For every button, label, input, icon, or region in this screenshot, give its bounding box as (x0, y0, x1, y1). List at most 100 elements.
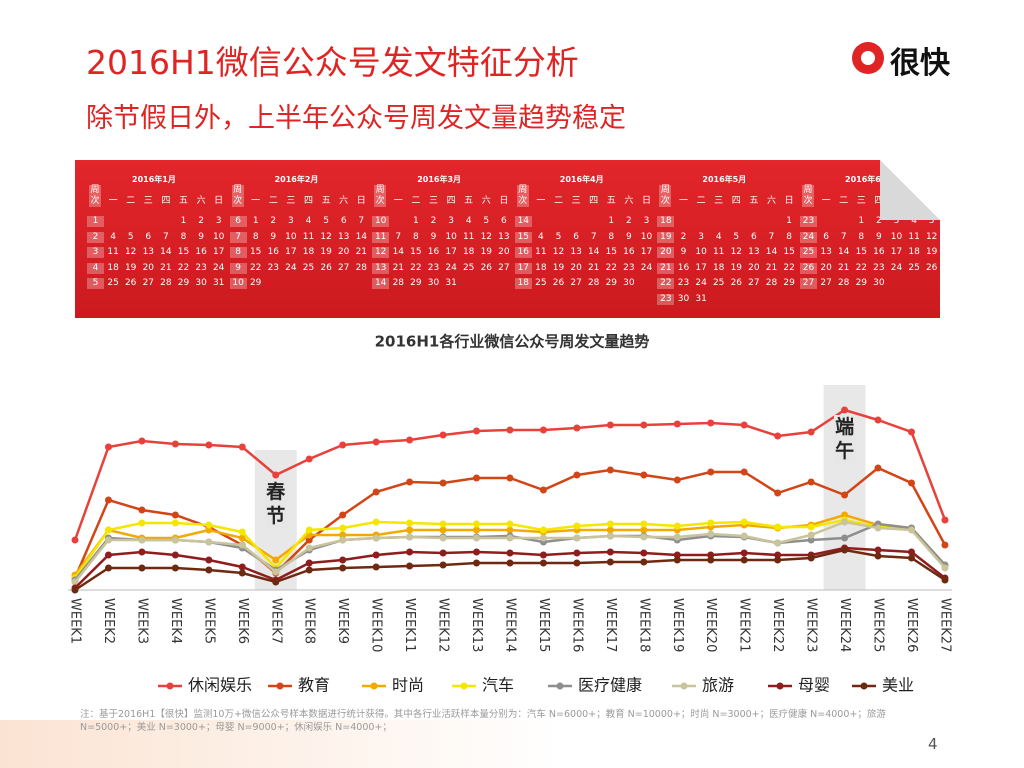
point (406, 562, 414, 570)
point (272, 556, 280, 564)
day: 1 (413, 216, 419, 226)
point (238, 563, 246, 571)
point (305, 559, 313, 567)
day: 11 (462, 231, 475, 242)
day: 22 (410, 262, 422, 273)
month-title: 2016年2月 (274, 175, 319, 184)
point (606, 526, 614, 534)
legend-marker (860, 682, 868, 690)
day: 2 (430, 216, 437, 226)
point (171, 511, 179, 519)
weekday-header: 四 (446, 196, 456, 206)
point (807, 531, 815, 539)
day: 3 (448, 216, 454, 226)
weekday-header: 三 (286, 196, 296, 206)
day: 16 (677, 262, 690, 273)
point (673, 476, 681, 484)
point (640, 520, 648, 528)
day: 8 (180, 231, 187, 242)
day: 23 (677, 278, 690, 288)
x-tick-label: WEEK9 (335, 598, 350, 644)
day: 29 (249, 278, 262, 288)
point (774, 489, 782, 497)
legend-marker (556, 682, 564, 690)
point (707, 419, 715, 427)
day: 27 (570, 278, 582, 288)
weekday-header: 六 (196, 196, 206, 206)
point (473, 548, 481, 556)
day: 1 (786, 216, 792, 226)
week-number: 4 (87, 262, 104, 274)
legend-label: 母婴 (798, 676, 830, 695)
point (138, 548, 146, 556)
week-number: 1 (87, 216, 104, 227)
week-number: 21 (657, 262, 675, 274)
weekday-header: 四 (731, 196, 741, 206)
weekday-header: 四 (589, 196, 599, 206)
x-tick-label: WEEK23 (804, 598, 819, 652)
weekday-header: 一 (678, 196, 688, 206)
day: 6 (340, 216, 347, 226)
day: 6 (751, 231, 757, 242)
point (606, 558, 614, 566)
day: 15 (410, 247, 422, 257)
weekday-header: 五 (464, 196, 474, 206)
month-title: 2016年6月 (845, 175, 889, 184)
day: 25 (908, 262, 920, 273)
day: 31 (212, 278, 225, 288)
point (205, 566, 213, 574)
day: 15 (783, 247, 795, 257)
point (539, 526, 547, 534)
point (506, 474, 514, 482)
point (606, 421, 614, 429)
point (205, 526, 213, 534)
week-number: 3 (87, 247, 104, 258)
day: 30 (195, 278, 207, 288)
point (506, 526, 514, 534)
week-number: 26 (800, 262, 817, 274)
day: 30 (873, 278, 885, 288)
day: 18 (462, 247, 475, 257)
day: 22 (783, 262, 795, 273)
day: 2 (270, 216, 277, 226)
point (339, 524, 347, 532)
point (874, 524, 882, 532)
day: 2 (198, 216, 204, 226)
day: 24 (445, 262, 457, 273)
point (506, 559, 514, 567)
point (171, 440, 179, 448)
day: 20 (142, 262, 155, 273)
day: 28 (765, 278, 778, 288)
week-number: 14 (372, 278, 390, 289)
legend-marker (166, 682, 174, 690)
day: 26 (552, 278, 565, 288)
week-number: 10 (229, 278, 247, 289)
day: 13 (498, 231, 510, 242)
day: 27 (820, 278, 832, 288)
x-tick-label: WEEK2 (101, 598, 116, 644)
day: 5 (483, 216, 490, 226)
point (305, 536, 313, 544)
day: 16 (267, 247, 280, 257)
weekday-header: 三 (856, 196, 866, 206)
point (439, 479, 447, 487)
point (71, 536, 79, 544)
day: 31 (445, 278, 457, 288)
week-number: 13 (372, 262, 390, 274)
day: 4 (911, 216, 917, 226)
day: 15 (605, 247, 618, 257)
week-number: 17 (514, 262, 532, 274)
day: 29 (410, 278, 422, 288)
x-tick-label: WEEK17 (603, 598, 618, 652)
point (205, 521, 213, 529)
day: 20 (337, 247, 350, 257)
day: 23 (195, 262, 207, 273)
day: 8 (413, 231, 419, 242)
point (339, 556, 347, 564)
point (104, 564, 112, 572)
x-tick-label: WEEK26 (904, 598, 919, 652)
legend-label: 休闲娱乐 (188, 676, 252, 695)
day: 9 (876, 231, 882, 242)
weekday-header: 周次 (516, 185, 529, 207)
day: 2 (876, 216, 882, 226)
